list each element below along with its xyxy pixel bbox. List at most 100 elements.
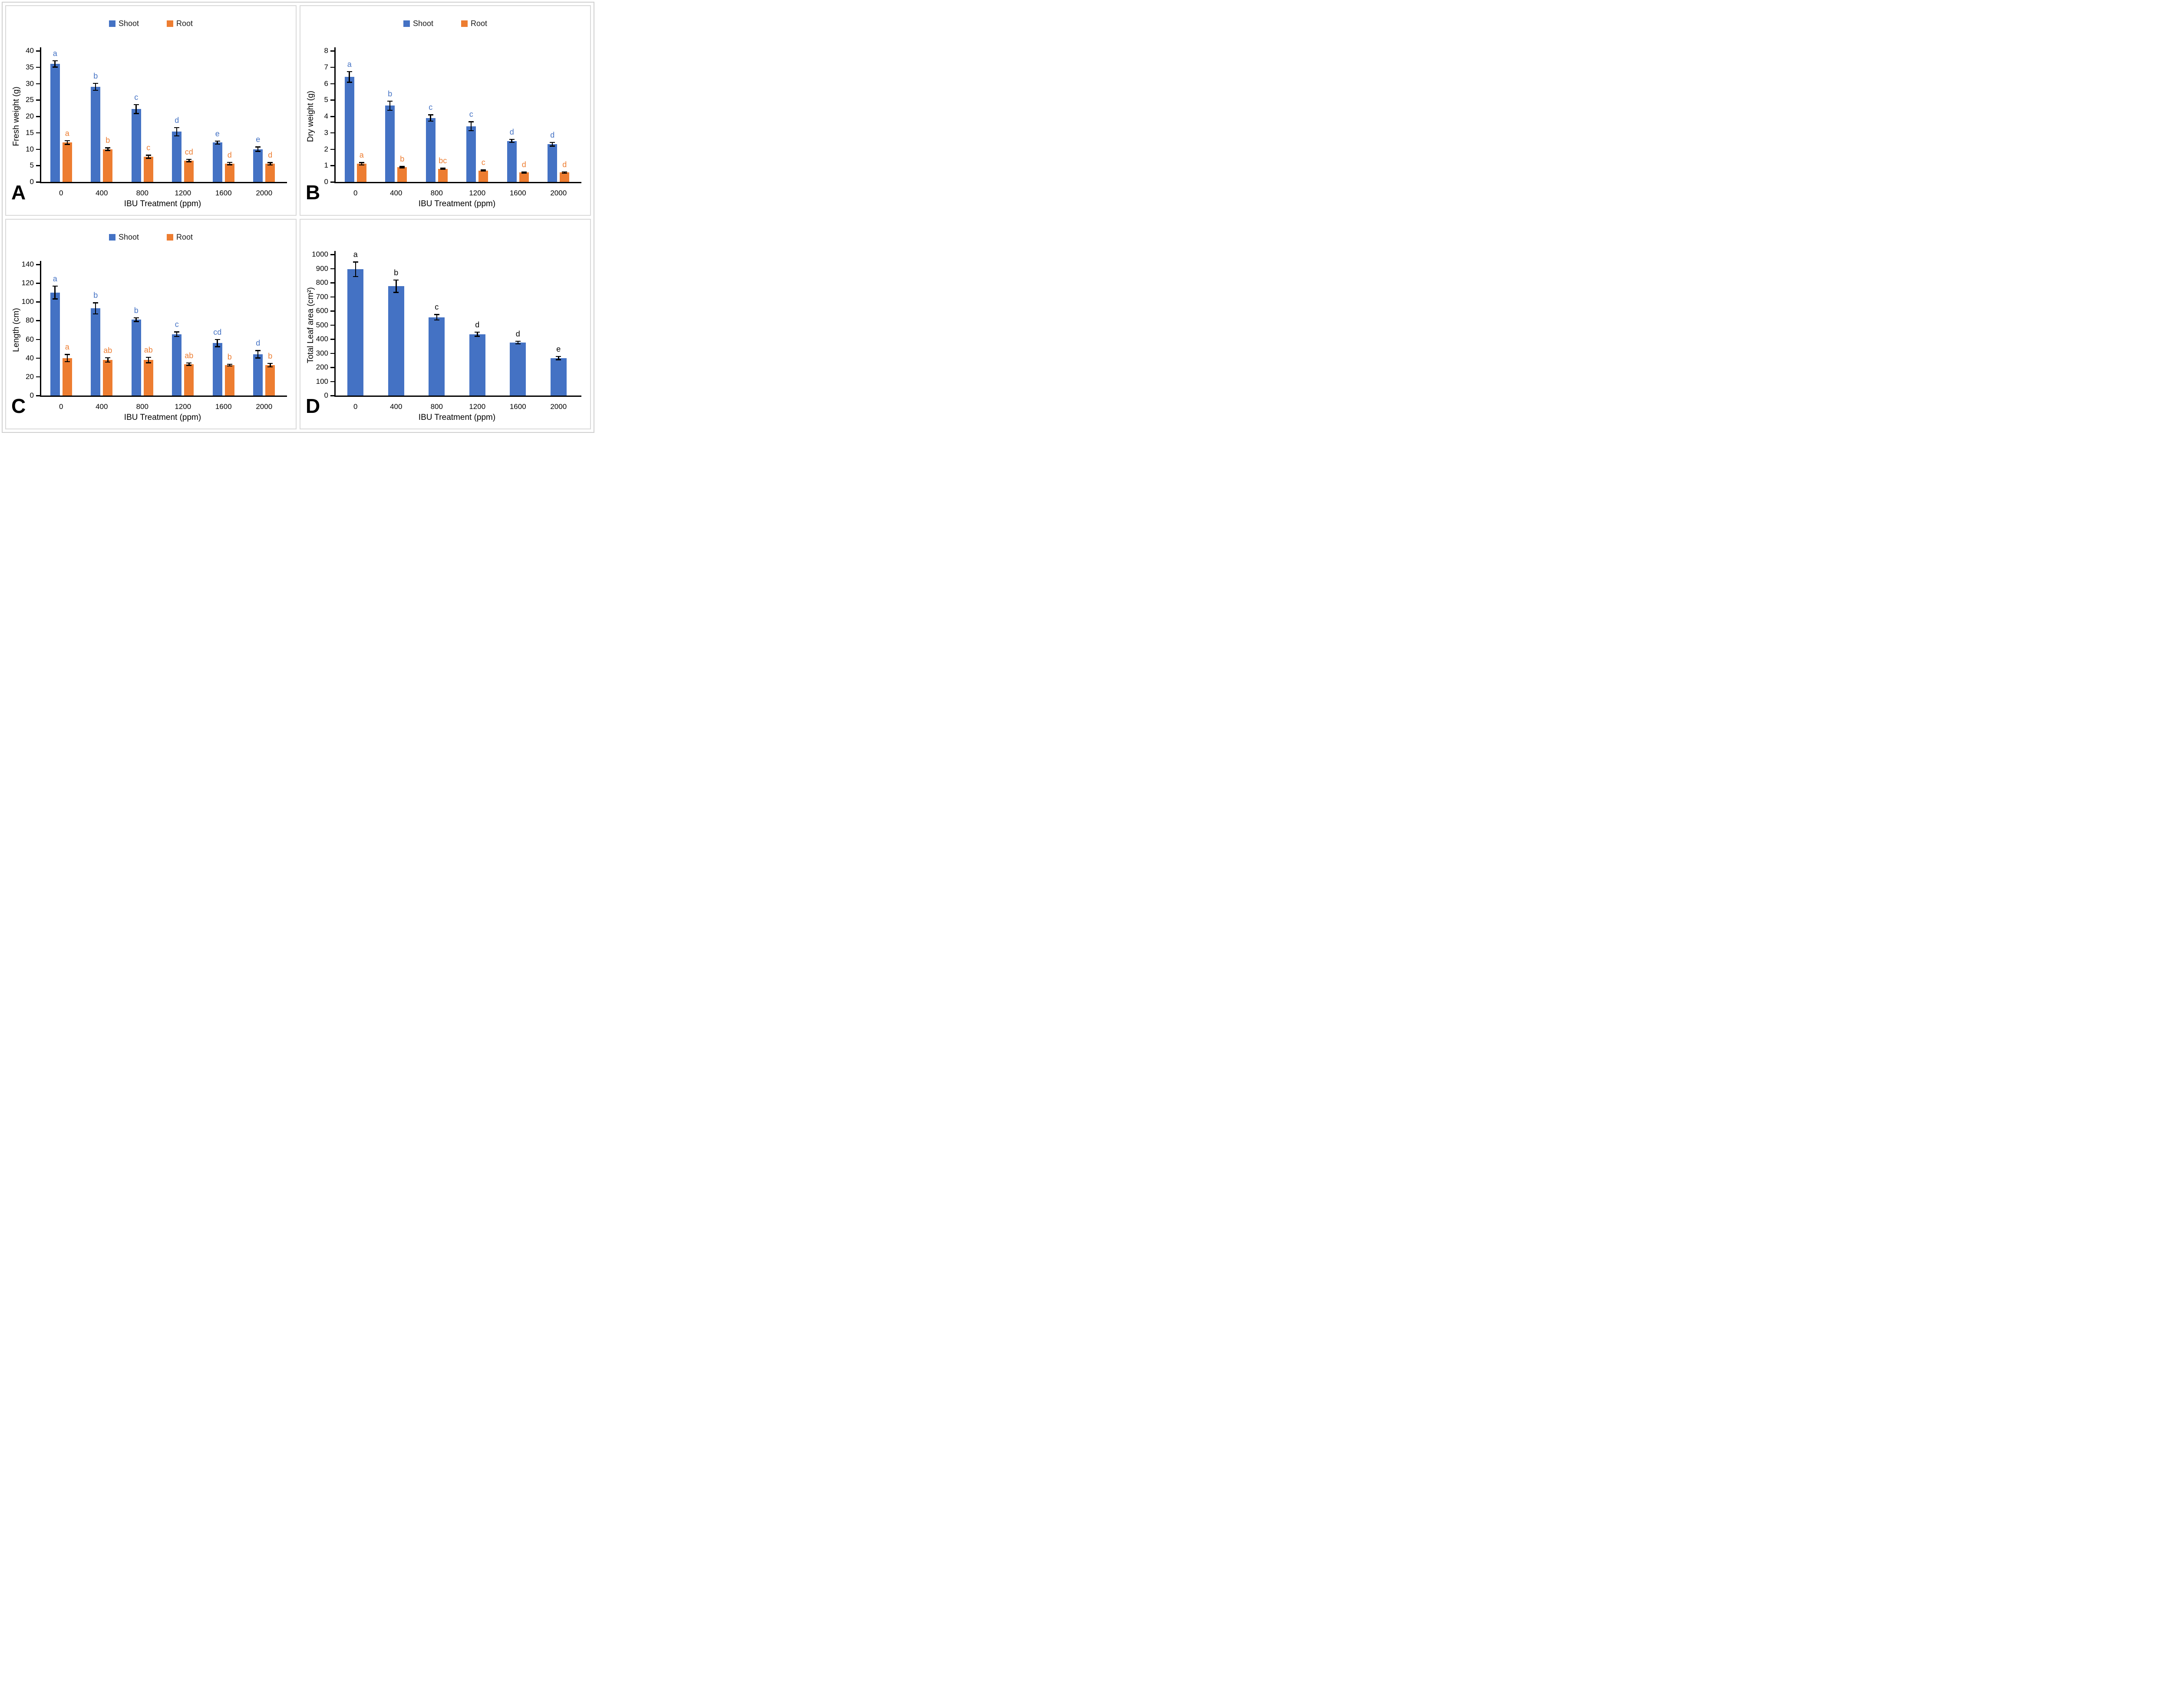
error-cap <box>359 164 364 166</box>
category-label: 2000 <box>550 402 567 411</box>
error-cap <box>469 121 474 122</box>
error-cap <box>255 350 261 351</box>
significance-letter: d <box>521 160 526 169</box>
error-bar <box>436 314 437 320</box>
bar-shoot <box>212 343 222 396</box>
error-cap <box>440 168 445 169</box>
category-label: 1600 <box>215 402 232 411</box>
y-tick <box>330 254 334 255</box>
bar-shoot <box>466 126 476 182</box>
bar-shoot <box>91 308 101 396</box>
error-cap <box>214 143 220 145</box>
significance-letter: c <box>175 320 179 329</box>
y-tick <box>330 282 334 284</box>
bar-shoot <box>172 132 182 182</box>
error-bar <box>361 162 363 165</box>
error-bar <box>54 60 56 67</box>
y-tick-label: 900 <box>316 264 328 273</box>
error-cap <box>434 314 439 315</box>
significance-letter: b <box>106 136 110 145</box>
error-cap <box>434 319 439 321</box>
significance-letter: c <box>134 92 139 102</box>
error-cap <box>255 151 261 152</box>
category-label: 2000 <box>550 189 567 197</box>
y-tick <box>330 324 334 326</box>
error-cap <box>214 346 220 347</box>
bar-root <box>224 365 234 396</box>
error-cap <box>475 331 480 333</box>
legend-label: Root <box>471 19 488 28</box>
error-cap <box>346 71 352 73</box>
y-tick-label: 700 <box>316 292 328 301</box>
panel-letter: B <box>306 181 320 204</box>
category-label: 0 <box>353 189 358 197</box>
y-tick-label: 10 <box>26 145 34 153</box>
panel-B: Shoot Root 0 1 2 3 4 5 6 7 8 Dry weight (g) 0 a a 400 b b… <box>300 5 591 216</box>
error-bar <box>95 303 96 314</box>
category-label: 400 <box>390 402 403 411</box>
bar-root <box>519 172 529 182</box>
y-tick-label: 400 <box>316 335 328 343</box>
y-tick <box>36 339 40 340</box>
figure: Shoot Root 0 5 10 15 20 25 30 35 40 Fresh weight (g… <box>2 2 594 433</box>
y-tick <box>330 296 334 297</box>
legend-label: Root <box>176 233 193 241</box>
error-cap <box>428 120 433 122</box>
significance-letter: e <box>256 135 261 144</box>
panel-D: 0 100 200 300 400 500 600 700 800 900 1000 Total Le… <box>300 219 591 429</box>
significance-letter: e <box>215 129 220 138</box>
category-label: 2000 <box>256 189 273 197</box>
y-tick <box>36 357 40 359</box>
significance-letter: d <box>550 130 555 139</box>
category-label: 400 <box>96 189 108 197</box>
y-tick <box>330 367 334 368</box>
error-bar <box>349 71 350 82</box>
bar-shoot <box>507 141 517 182</box>
bar-root <box>62 358 72 396</box>
error-bar <box>477 332 478 336</box>
error-cap <box>550 145 555 147</box>
error-cap <box>481 170 486 171</box>
error-cap <box>387 109 393 111</box>
category-label: 0 <box>59 189 63 197</box>
y-tick-label: 5 <box>30 161 34 170</box>
y-tick-label: 0 <box>324 391 328 399</box>
y-tick <box>36 283 40 284</box>
y-tick-label: 500 <box>316 320 328 329</box>
significance-letter: ab <box>185 351 194 360</box>
error-cap <box>556 359 561 360</box>
legend-swatch-root-icon <box>167 234 173 241</box>
error-cap <box>359 162 364 163</box>
y-axis-line <box>40 261 41 396</box>
significance-letter: cd <box>213 327 222 336</box>
y-axis-title: Dry weight (g) <box>306 90 315 142</box>
y-tick-label: 25 <box>26 96 34 104</box>
y-tick <box>330 50 334 52</box>
bar-root <box>62 142 72 182</box>
legend-swatch-shoot-icon <box>403 20 410 27</box>
y-tick-label: 8 <box>324 46 328 55</box>
bar-shoot <box>548 144 558 182</box>
error-cap <box>509 142 515 143</box>
y-axis-line <box>40 47 41 182</box>
error-cap <box>93 302 99 303</box>
error-bar <box>257 147 259 152</box>
legend-item: Root <box>461 19 487 28</box>
error-bar <box>217 141 218 145</box>
bar-shoot <box>91 87 101 182</box>
legend-item: Root <box>167 19 193 28</box>
bar-root <box>184 160 194 182</box>
significance-letter: d <box>268 151 273 160</box>
significance-letter: b <box>394 268 399 277</box>
y-tick-label: 40 <box>26 353 34 362</box>
legend-label: Shoot <box>412 19 433 28</box>
bar-root <box>103 149 113 182</box>
error-cap <box>64 361 70 363</box>
legend-label: Shoot <box>118 233 139 241</box>
significance-letter: d <box>227 150 232 159</box>
error-cap <box>133 113 139 114</box>
error-cap <box>562 171 567 173</box>
error-bar <box>355 262 356 277</box>
error-cap <box>509 138 515 140</box>
y-axis-title: Total Leaf area (cm²) <box>306 287 315 363</box>
